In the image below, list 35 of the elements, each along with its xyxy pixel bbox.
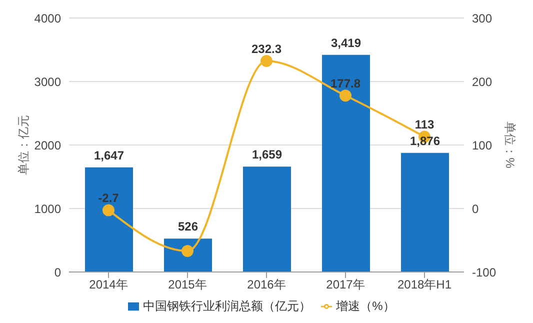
point — [340, 90, 352, 102]
data-label: 3,419 — [330, 36, 362, 50]
legend-label: 增速（%） — [336, 299, 395, 313]
y-tick-label: 2000 — [34, 138, 62, 152]
y2-tick-label: 100 — [472, 138, 492, 152]
data-label: 1,876 — [410, 134, 440, 148]
x-tick-label: 2015年 — [168, 278, 207, 292]
x-tick-label: 2016年 — [247, 278, 286, 292]
y2-tick-label: -100 — [472, 265, 496, 280]
y2-tick-label: 300 — [472, 11, 492, 26]
bar — [401, 152, 449, 272]
y2-tick-label: 0 — [472, 202, 479, 216]
point — [260, 54, 272, 67]
y-axis-title: 单位：亿元 — [16, 115, 30, 175]
x-tick-label: 2018年H1 — [397, 278, 452, 292]
y-tick-label: 0 — [54, 265, 62, 280]
bar — [322, 54, 370, 272]
point — [102, 204, 114, 216]
bar — [243, 166, 291, 272]
data-label: 232.3 — [251, 42, 282, 56]
data-label: 1,659 — [252, 148, 282, 162]
legend-label: 中国钢铁行业利润总额（亿元） — [143, 299, 312, 313]
y2-tick-label: 200 — [472, 74, 492, 89]
y-tick-label: 3000 — [34, 74, 62, 89]
data-label: 113 — [414, 118, 435, 132]
x-tick-label: 2014年 — [89, 278, 128, 292]
y2-axis-title: 单位：% — [502, 122, 517, 169]
data-label: 1,647 — [94, 148, 124, 162]
y-tick-label: 4000 — [34, 11, 62, 26]
data-label: 177.8 — [330, 76, 361, 91]
y-tick-label: 1000 — [34, 202, 62, 216]
bar — [85, 167, 133, 272]
data-label: 526 — [178, 220, 198, 234]
data-label: -2.7 — [98, 191, 120, 206]
x-tick-label: 2017年 — [326, 278, 365, 292]
